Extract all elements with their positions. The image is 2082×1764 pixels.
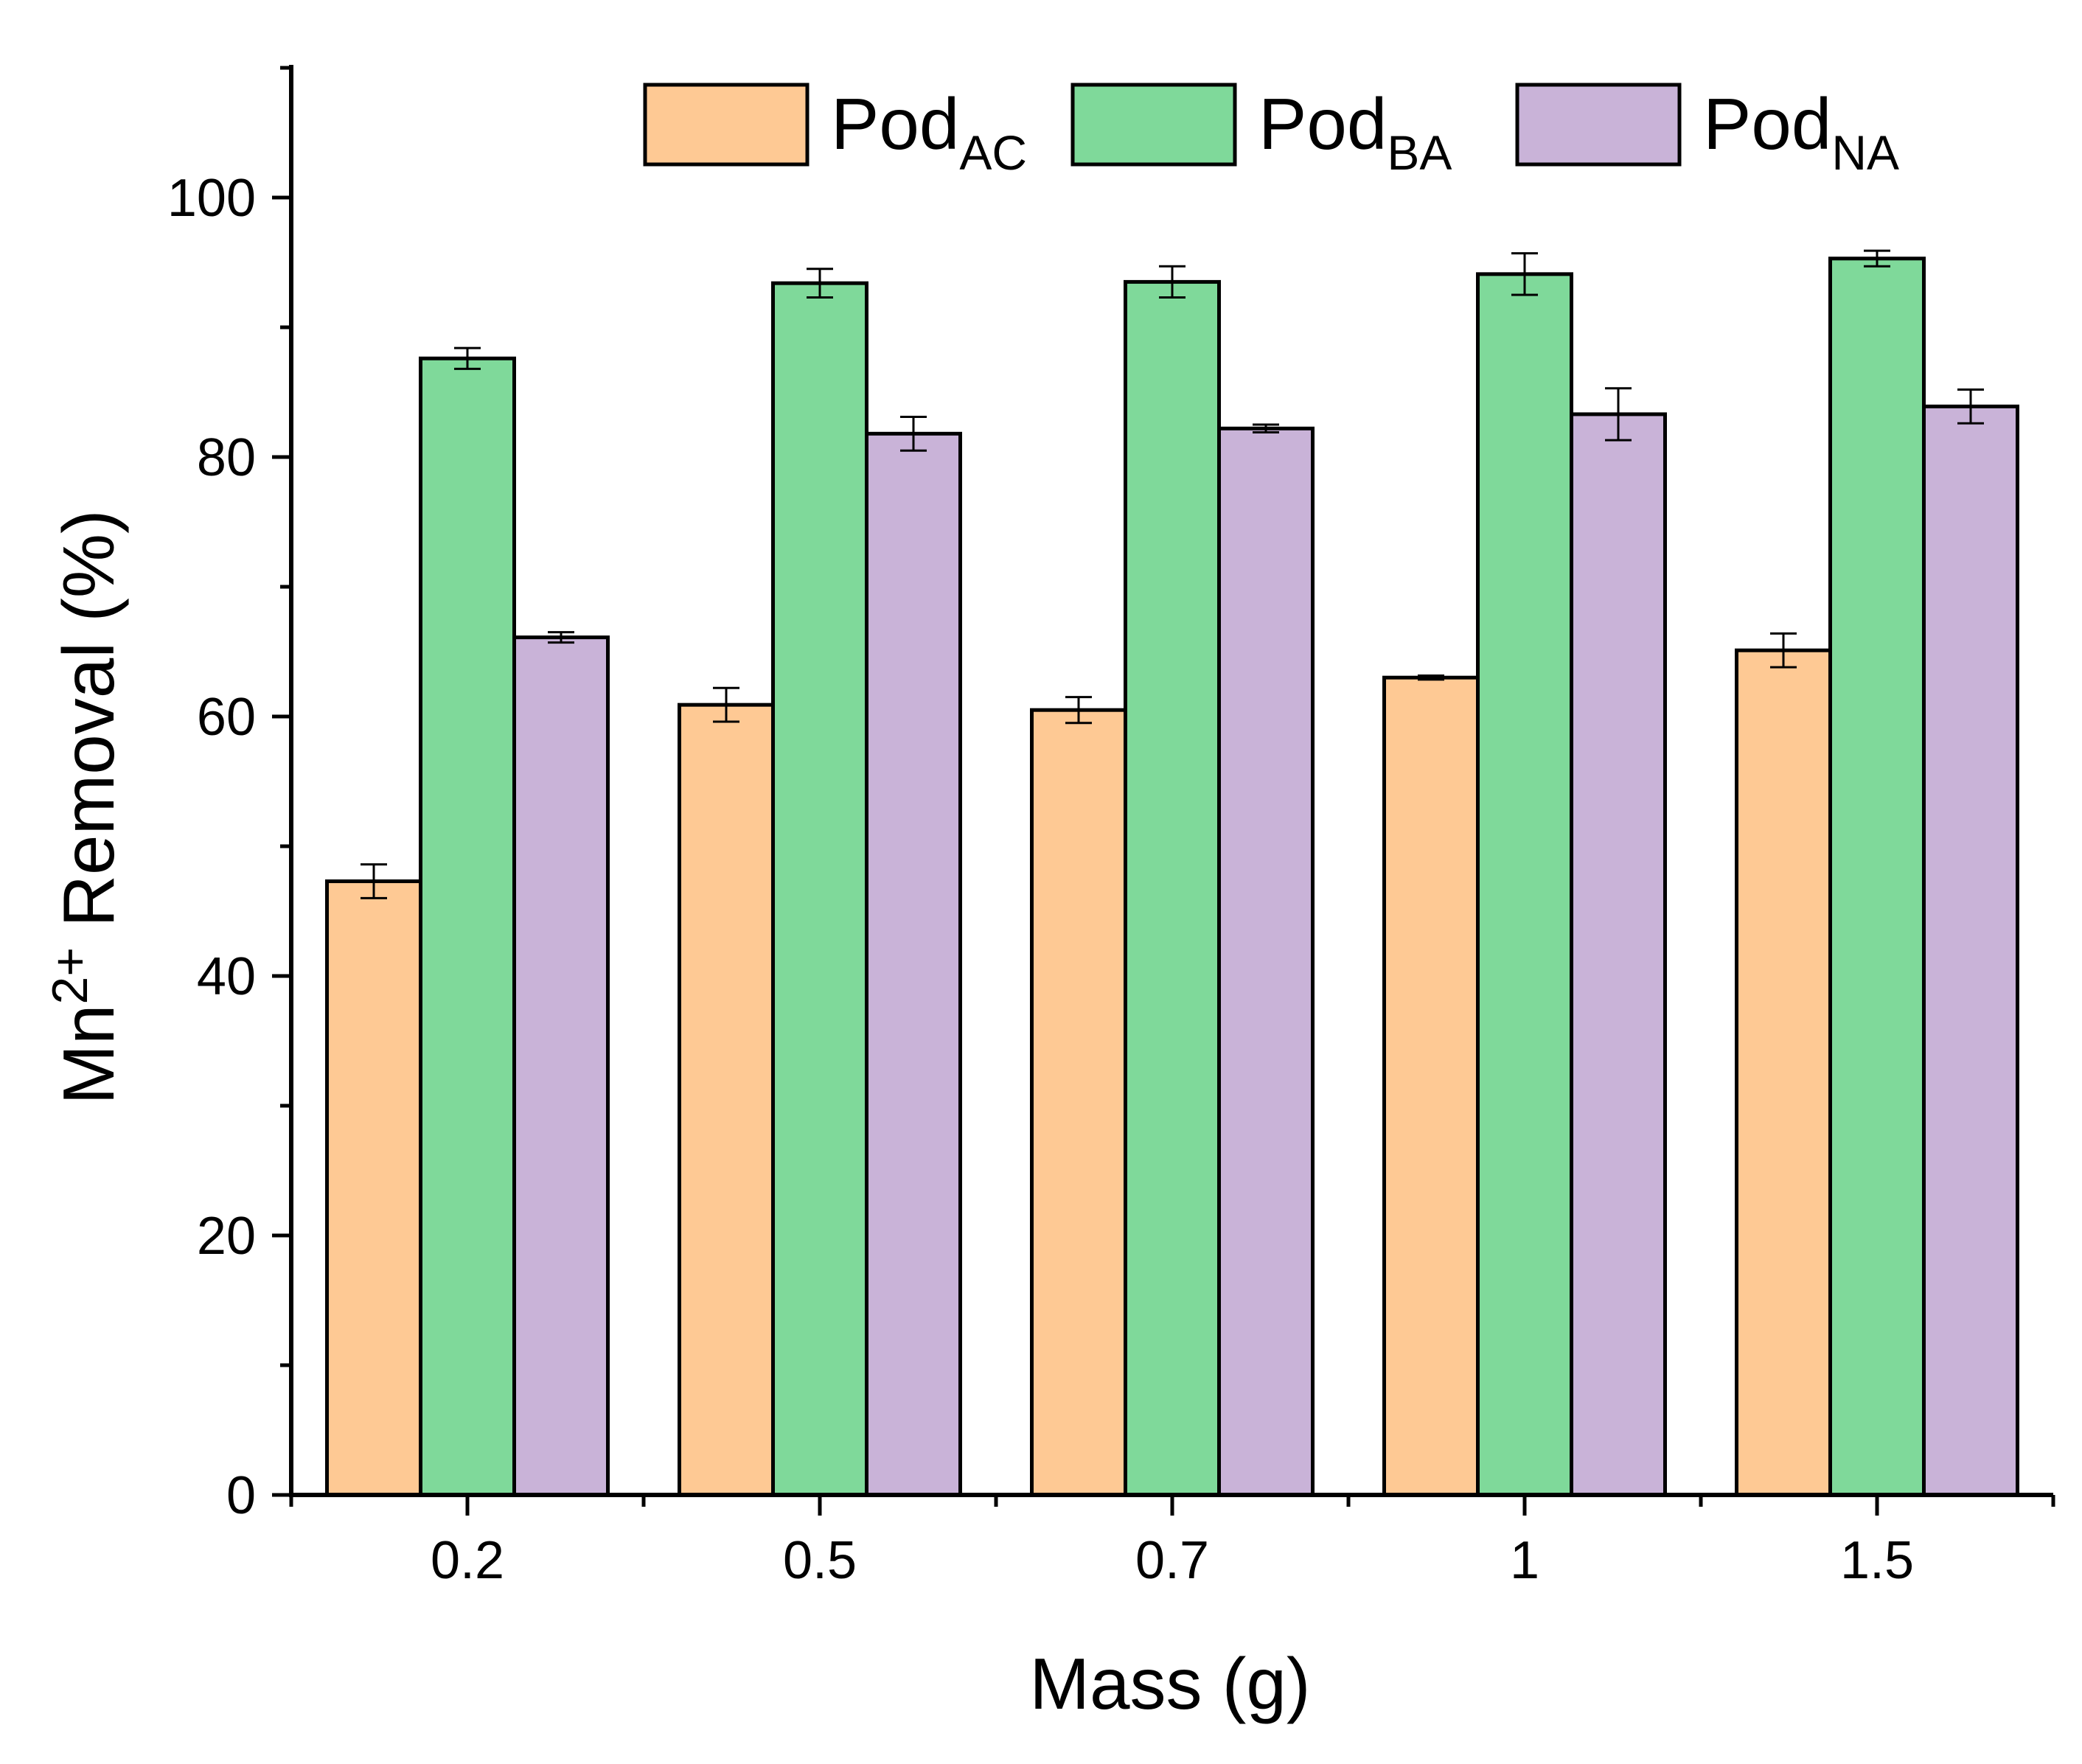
legend-item-PodBA: PodBA [1070,83,1452,180]
error-bar-PodBA-0.5 [807,268,833,299]
legend-label: PodBA [1258,83,1452,180]
y-tick-label: 100 [167,169,256,228]
error-bar-PodNA-1 [1605,387,1632,442]
x-tick-label: 0.7 [1135,1531,1209,1590]
axes-layer [272,65,2055,1516]
x-tick-labels: 0.2 0.5 0.7 1 1.5 [431,1531,1914,1590]
legend-item-PodNA: PodNA [1515,83,1899,180]
x-tick-label: 1 [1510,1531,1539,1590]
error-bar-PodBA-1.5 [1864,249,1890,268]
y-tick-label: 0 [226,1466,256,1525]
error-bar-PodNA-1.5 [1957,388,1984,425]
legend-label: PodNA [1703,83,1899,180]
bar-PodAC-1.5 [1735,648,1832,1497]
legend-swatch [1515,83,1682,167]
bar-PodBA-0.2 [419,356,516,1497]
error-bars-layer [361,249,1984,899]
bar-PodNA-0.2 [512,635,610,1497]
error-bar-PodAC-1.5 [1770,632,1797,669]
bar-PodBA-0.7 [1124,279,1221,1497]
legend-swatch [643,83,810,167]
legend: PodAC PodBA PodNA [643,83,1899,180]
x-tick-label: 0.5 [783,1531,857,1590]
error-bar-PodBA-1 [1511,252,1538,296]
error-bar-PodNA-0.7 [1253,423,1279,434]
bar-PodAC-0.7 [1030,708,1127,1497]
error-bar-PodAC-0.2 [361,863,387,899]
bar-PodNA-1.5 [1922,404,2019,1497]
y-axis-title: Mn2+ Removal (%) [42,509,129,1104]
y-tick-label: 40 [197,947,256,1006]
error-bar-PodNA-0.5 [900,415,927,452]
x-tick-label: 1.5 [1840,1531,1914,1590]
legend-item-PodAC: PodAC [643,83,1027,180]
error-bar-PodAC-0.7 [1065,696,1092,725]
legend-swatch [1070,83,1237,167]
bar-PodAC-0.5 [678,703,775,1497]
bar-PodBA-1.5 [1828,257,1926,1497]
y-tick-label: 60 [197,688,256,747]
bar-PodNA-1 [1570,412,1667,1497]
bars-layer [325,257,2019,1497]
bar-PodAC-1 [1382,675,1480,1497]
error-bar-PodAC-1 [1418,674,1444,681]
x-axis-title: Mass (g) [1029,1643,1310,1724]
error-bar-PodBA-0.7 [1159,265,1186,299]
error-bar-PodBA-0.2 [454,346,481,370]
x-tick-label: 0.2 [431,1531,504,1590]
bar-PodBA-1 [1476,272,1573,1497]
bar-PodNA-0.5 [865,431,962,1497]
legend-label: PodAC [831,83,1027,180]
y-tick-label: 80 [197,428,256,487]
bar-PodAC-0.2 [325,879,422,1497]
y-tick-labels: 0 20 40 60 80 100 [167,169,256,1525]
error-bar-PodNA-0.2 [548,631,574,644]
bar-PodBA-0.5 [771,281,868,1497]
error-bar-PodAC-0.5 [713,686,739,723]
y-tick-label: 20 [197,1207,256,1266]
bar-PodNA-0.7 [1217,426,1315,1497]
